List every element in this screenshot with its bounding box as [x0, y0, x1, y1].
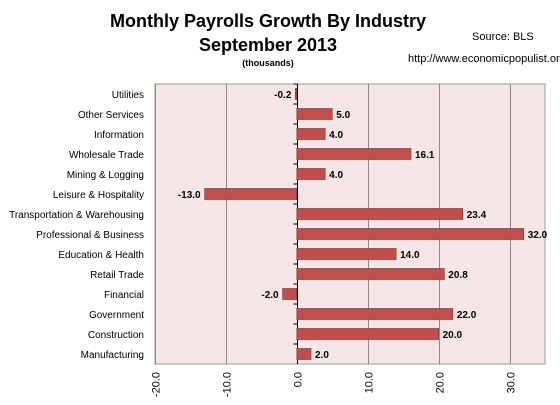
category-label: Construction — [88, 330, 144, 341]
data-label: -13.0 — [178, 190, 201, 201]
data-label: -2.0 — [261, 290, 279, 301]
bar — [204, 188, 298, 200]
bar — [296, 248, 397, 260]
x-tick-label: -10.0 — [222, 372, 234, 397]
x-tick-label: 20.0 — [435, 372, 447, 393]
category-label: Education & Health — [58, 250, 144, 261]
bar — [296, 348, 312, 360]
data-label: 4.0 — [329, 130, 343, 141]
bar — [296, 148, 412, 160]
x-tick-label: 10.0 — [364, 372, 376, 393]
bar — [296, 328, 439, 340]
x-tick-label: -20.0 — [151, 372, 163, 397]
source-note: Source: BLS — [472, 31, 534, 43]
category-label: Financial — [104, 290, 144, 301]
category-label: Professional & Business — [36, 230, 144, 241]
category-label: Other Services — [78, 110, 144, 121]
source-url: http://www.economicpopulist.org — [408, 53, 560, 65]
data-label: 22.0 — [457, 310, 477, 321]
data-label: 14.0 — [400, 250, 420, 261]
data-label: 5.0 — [336, 110, 350, 121]
bar — [296, 308, 454, 320]
plot-area — [154, 83, 546, 365]
data-label: 4.0 — [329, 170, 343, 181]
data-label: 20.8 — [448, 270, 468, 281]
data-label: 23.4 — [467, 210, 487, 221]
bar — [296, 128, 326, 140]
data-label: 32.0 — [528, 230, 548, 241]
x-tick-label: 30.0 — [506, 372, 518, 393]
data-label: 20.0 — [443, 330, 463, 341]
bar — [296, 168, 326, 180]
category-label: Mining & Logging — [67, 170, 144, 181]
data-label: -0.2 — [274, 90, 292, 101]
bar — [296, 268, 445, 280]
category-label: Transportation & Warehousing — [9, 210, 144, 221]
category-label: Wholesale Trade — [69, 150, 144, 161]
chart-title-date: September 2013 — [198, 35, 338, 55]
category-label: Utilities — [112, 90, 144, 101]
chart-subtitle: (thousands) — [242, 58, 294, 68]
data-label: 16.1 — [415, 150, 435, 161]
bar — [282, 288, 298, 300]
bar — [295, 88, 298, 100]
category-label: Manufacturing — [81, 350, 144, 361]
chart-title: Monthly Payrolls Growth By Industry — [109, 11, 427, 31]
bar — [296, 228, 525, 240]
category-label: Information — [94, 130, 144, 141]
category-label: Retail Trade — [90, 270, 144, 281]
data-label: 2.0 — [315, 350, 329, 361]
category-label: Leisure & Hospitality — [53, 190, 144, 201]
bar — [296, 108, 333, 120]
x-tick-label: 0.0 — [293, 372, 305, 387]
category-label: Government — [89, 310, 144, 321]
bar — [296, 208, 464, 220]
